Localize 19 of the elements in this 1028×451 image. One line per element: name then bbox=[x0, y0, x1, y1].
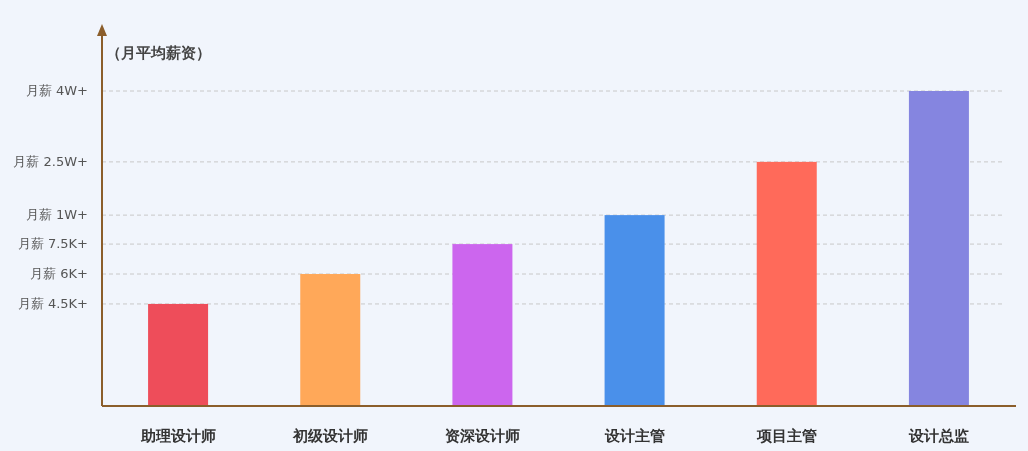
x-tick-label: 初级设计师 bbox=[291, 427, 368, 445]
ref-line-label: 月薪 1W+ bbox=[25, 207, 88, 223]
x-tick-label: 设计总监 bbox=[907, 427, 969, 445]
x-tick-label: 设计主管 bbox=[603, 427, 665, 445]
bar bbox=[300, 274, 361, 406]
ref-line-label: 月薪 4W+ bbox=[25, 83, 88, 98]
bar bbox=[452, 244, 513, 406]
bar bbox=[756, 161, 817, 406]
ref-line-label: 月薪 4.5K+ bbox=[17, 295, 88, 311]
x-tick-label: 助理设计师 bbox=[139, 427, 216, 445]
ref-line-label: 月薪 7.5K+ bbox=[17, 236, 88, 252]
bar bbox=[148, 303, 209, 406]
x-tick-label: 资深设计师 bbox=[444, 427, 520, 445]
bar bbox=[604, 215, 665, 406]
x-tick-label: 项目主管 bbox=[755, 427, 817, 445]
ref-line-label: 月薪 2.5W+ bbox=[13, 153, 88, 169]
y-axis-title: （月平均薪资） bbox=[106, 44, 211, 62]
bar bbox=[908, 91, 969, 406]
ref-line-label: 月薪 6K+ bbox=[30, 266, 88, 282]
